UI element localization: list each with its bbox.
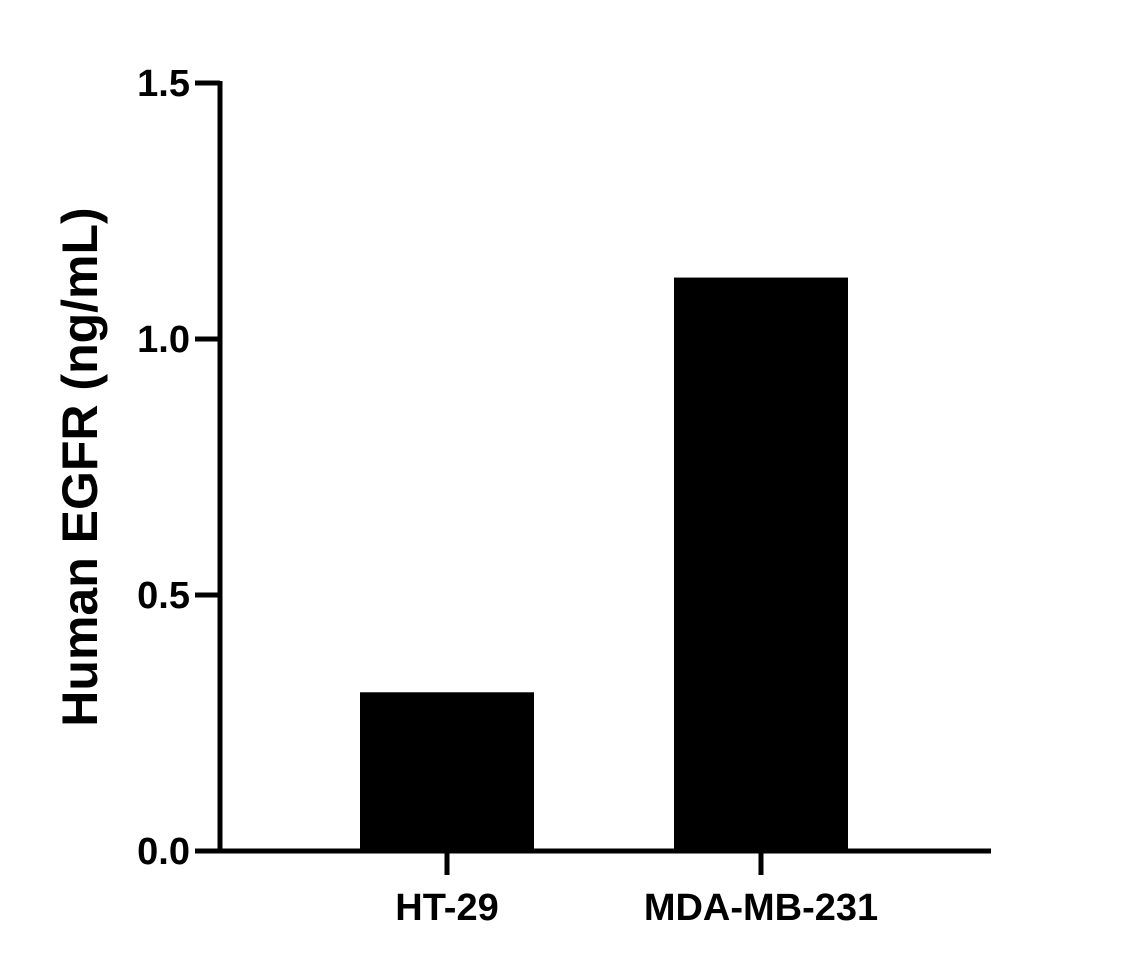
ticks-group: 0.0 0.5 1.0 1.5 HT-29 MDA-MB-231 [137, 63, 878, 929]
bar-ht-29 [360, 692, 534, 851]
axes-group [217, 81, 991, 854]
y-axis-title: Human EGFR (ng/mL) [52, 207, 108, 726]
bar-mda-mb-231 [674, 277, 848, 851]
y-tick-label: 1.5 [137, 63, 190, 105]
x-tick-label: MDA-MB-231 [644, 887, 878, 929]
y-tick-label: 1.0 [137, 319, 190, 361]
y-tick-label: 0.5 [137, 575, 190, 617]
y-tick-label: 0.0 [137, 831, 190, 873]
x-tick-label: HT-29 [395, 887, 498, 929]
bars-group [360, 277, 848, 851]
